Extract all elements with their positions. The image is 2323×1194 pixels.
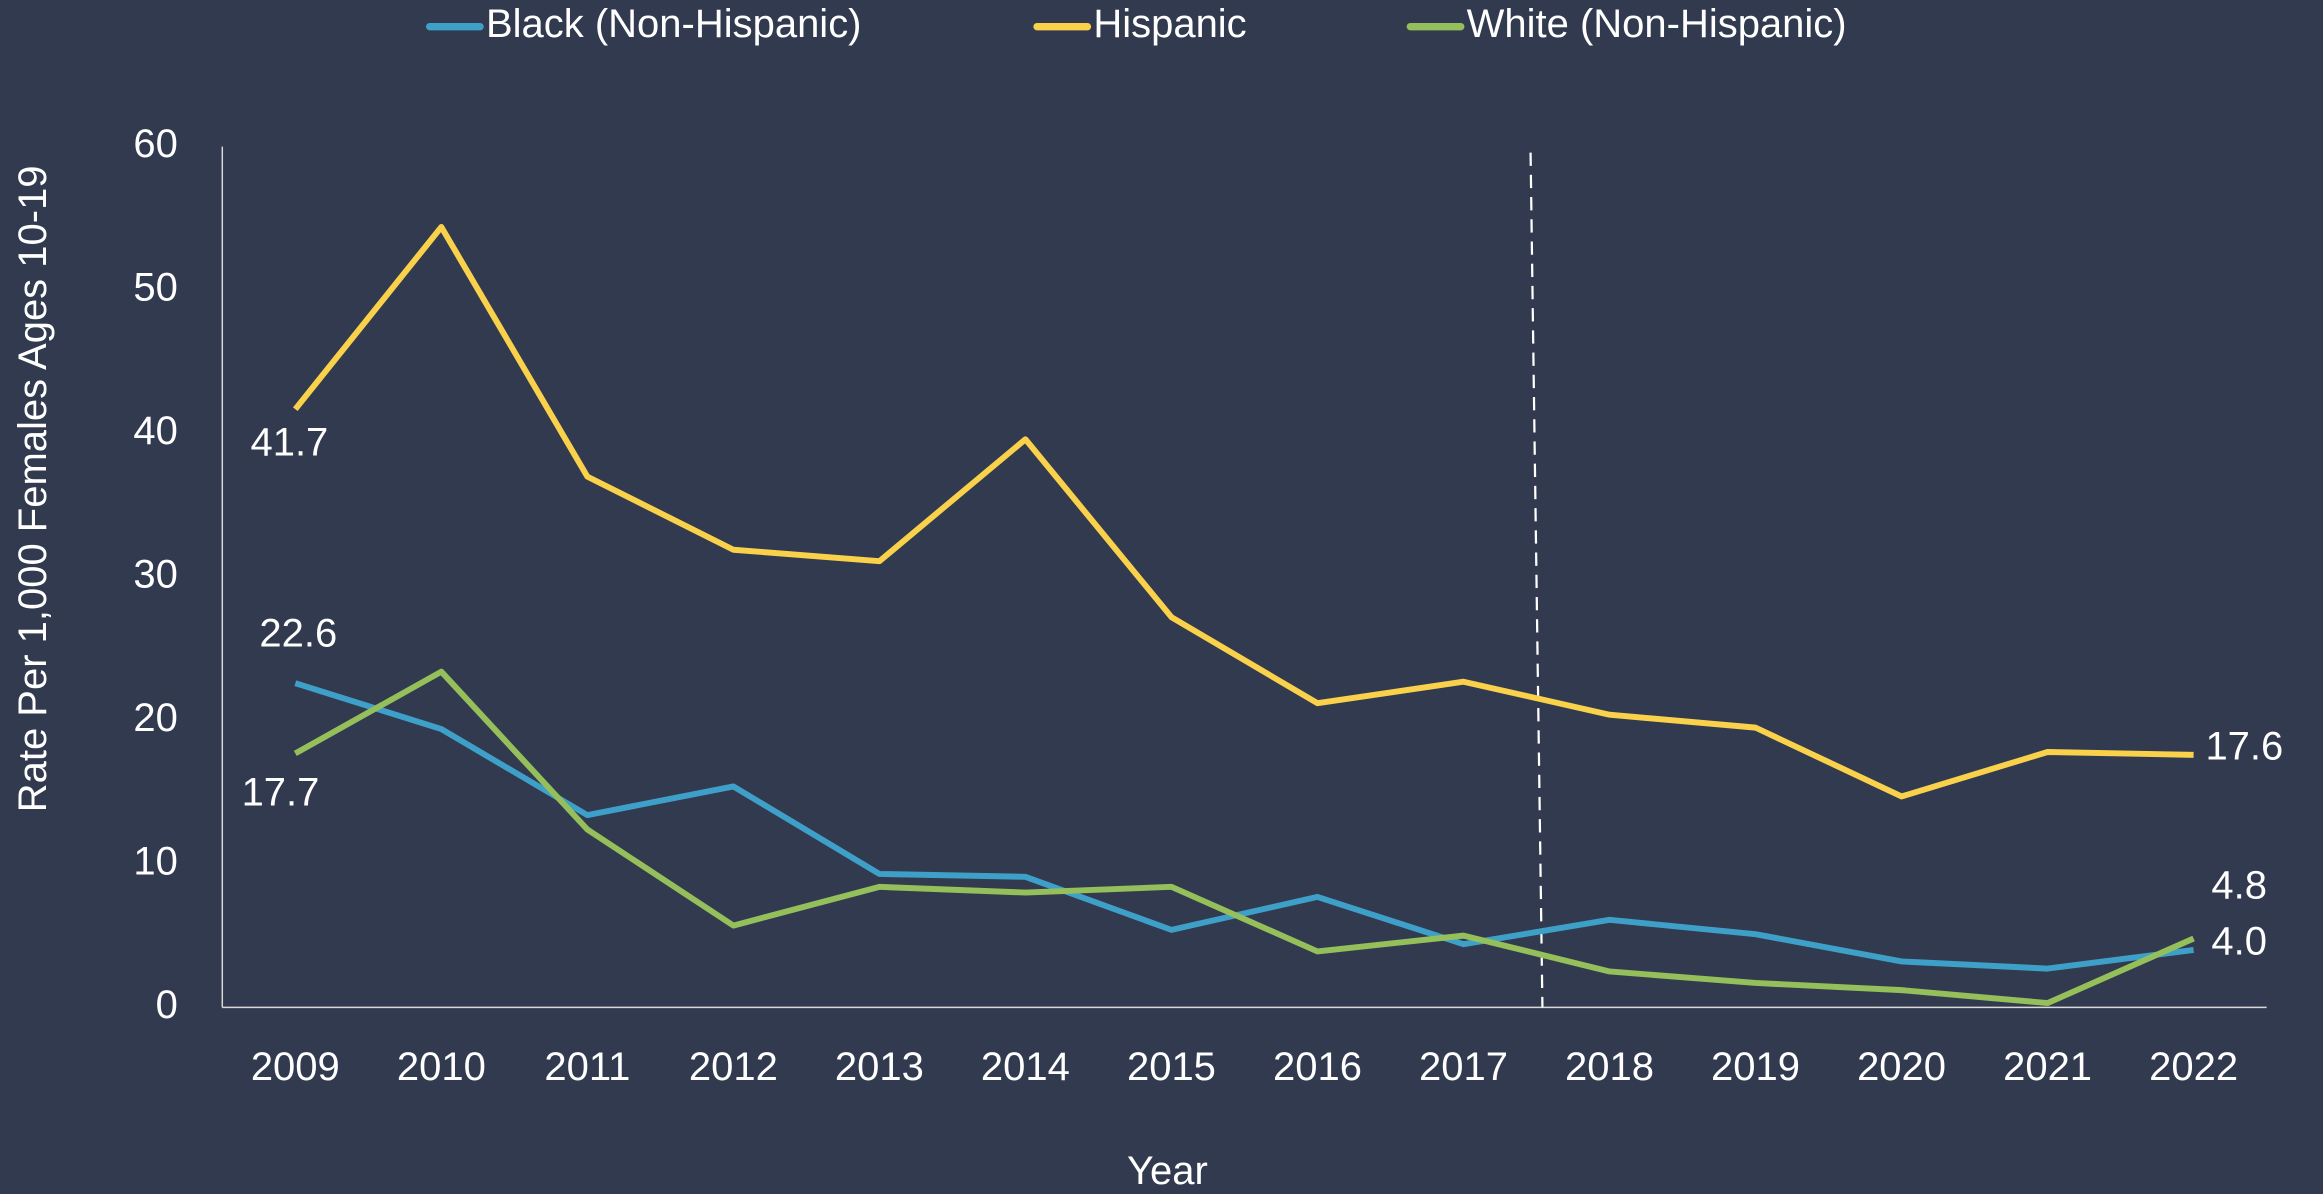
y-axis-label: Rate Per 1,000 Females Ages 10-19: [11, 165, 55, 812]
data-label: 4.8: [2211, 864, 2267, 908]
series-line: [293, 668, 2195, 1007]
legend-label: Hispanic: [1093, 2, 1246, 46]
y-tick-label: 10: [133, 839, 177, 883]
y-tick-label: 30: [133, 553, 177, 597]
legend-label: White (Non-Hispanic): [1467, 2, 1847, 46]
y-tick-label: 60: [133, 122, 177, 166]
legend-label: Black (Non-Hispanic): [486, 2, 862, 46]
x-tick-label: 2011: [544, 1045, 630, 1089]
divider: [1529, 152, 1544, 1008]
x-tick-label: 2013: [835, 1045, 924, 1089]
series-line: [292, 224, 2194, 800]
x-tick-label: 2016: [1273, 1045, 1362, 1089]
y-tick-label: 40: [133, 409, 177, 453]
y-tick-label: 50: [133, 266, 177, 310]
data-label: 17.7: [242, 770, 320, 814]
x-axis-label: Year: [1127, 1149, 1208, 1193]
y-tick-label: 0: [156, 983, 178, 1027]
x-tick-label: 2014: [981, 1045, 1070, 1089]
data-label: 17.6: [2205, 725, 2283, 769]
x-tick-label: 2019: [1711, 1045, 1800, 1089]
x-tick-label: 2018: [1565, 1045, 1654, 1089]
data-label: 41.7: [250, 420, 328, 464]
x-tick-label: 2009: [251, 1045, 340, 1089]
x-tick-label: 2022: [2149, 1045, 2238, 1089]
x-tick-label: 2015: [1127, 1045, 1216, 1089]
data-label: 4.0: [2211, 920, 2267, 964]
x-tick-label: 2021: [2003, 1045, 2092, 1089]
x-tick-label: 2010: [397, 1045, 486, 1089]
x-tick-label: 2012: [689, 1045, 778, 1089]
y-tick-label: 20: [133, 696, 177, 740]
series-line: [294, 680, 2194, 972]
x-tick-label: 2020: [1857, 1045, 1946, 1089]
data-label: 22.6: [259, 611, 337, 655]
x-tick-label: 2017: [1419, 1045, 1508, 1089]
